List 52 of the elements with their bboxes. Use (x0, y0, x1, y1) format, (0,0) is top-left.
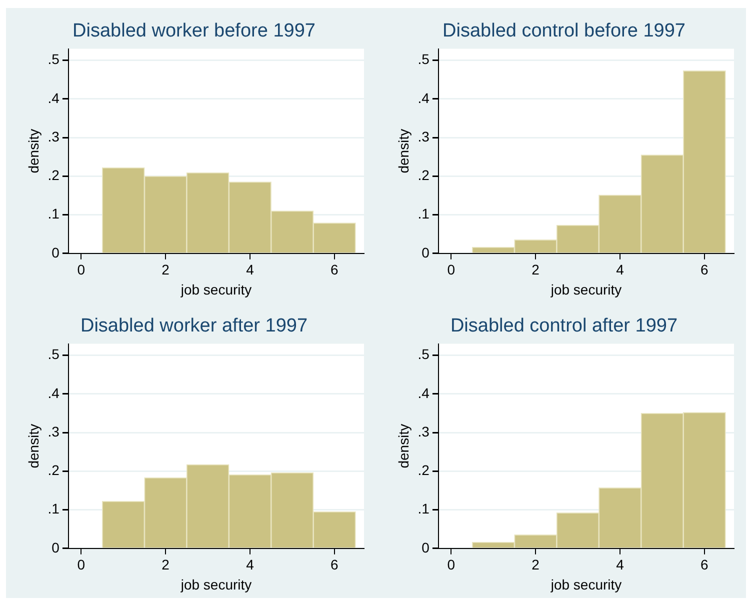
y-tick-label: .2 (48, 167, 60, 184)
x-axis-title: job security (550, 576, 622, 592)
y-tick-label: .3 (418, 423, 430, 440)
x-tick-label: 6 (330, 262, 339, 278)
y-tick-label: .5 (418, 346, 430, 362)
y-tick-label: .3 (418, 128, 430, 144)
y-tick-label: .4 (418, 90, 430, 106)
x-tick-label: 6 (330, 556, 339, 573)
y-tick-label: .4 (48, 384, 60, 401)
y-tick-label: .5 (48, 346, 60, 362)
x-tick-label: 2 (532, 556, 540, 573)
y-tick-label: .4 (418, 384, 430, 401)
y-tick-label: 0 (422, 539, 430, 556)
y-tick-label: .1 (48, 500, 60, 517)
x-tick-label: 0 (447, 556, 456, 573)
y-axis-title: density (25, 424, 42, 468)
x-tick-label: 4 (246, 556, 254, 573)
x-tick-label: 2 (532, 262, 540, 278)
y-tick-label: .3 (48, 423, 60, 440)
chart-title: Disabled worker before 1997 (72, 20, 316, 42)
x-axis-title: job security (550, 281, 622, 298)
x-tick-label: 0 (447, 262, 456, 278)
y-tick-label: .3 (48, 128, 60, 144)
y-tick-label: 0 (52, 539, 60, 556)
y-tick-label: 0 (422, 244, 430, 260)
y-tick-label: .4 (48, 90, 60, 106)
y-axis-title: density (395, 424, 412, 468)
y-tick-label: .5 (418, 51, 430, 68)
y-tick-label: .2 (48, 462, 60, 478)
x-axis-title: job security (180, 576, 252, 592)
x-tick-label: 0 (77, 556, 86, 573)
x-tick-label: 6 (700, 556, 709, 573)
y-tick-label: .1 (418, 206, 430, 222)
x-tick-label: 0 (77, 262, 86, 278)
x-tick-label: 6 (700, 262, 709, 278)
x-tick-label: 2 (162, 262, 170, 278)
chart-title: Disabled worker after 1997 (80, 316, 308, 337)
chart-title: Disabled control before 1997 (442, 20, 686, 42)
y-tick-label: 0 (52, 244, 60, 260)
chart-title: Disabled control after 1997 (450, 316, 678, 337)
y-tick-label: .2 (418, 167, 430, 184)
y-tick-label: .1 (48, 206, 60, 222)
x-axis-title: job security (180, 281, 252, 298)
x-tick-label: 4 (616, 262, 624, 278)
y-axis-title: density (25, 128, 42, 174)
y-axis-title: density (395, 128, 412, 174)
y-tick-label: .1 (418, 500, 430, 517)
x-tick-label: 2 (162, 556, 170, 573)
x-tick-label: 4 (616, 556, 624, 573)
y-tick-label: .2 (418, 462, 430, 478)
x-tick-label: 4 (246, 262, 254, 278)
y-tick-label: .5 (48, 51, 60, 68)
